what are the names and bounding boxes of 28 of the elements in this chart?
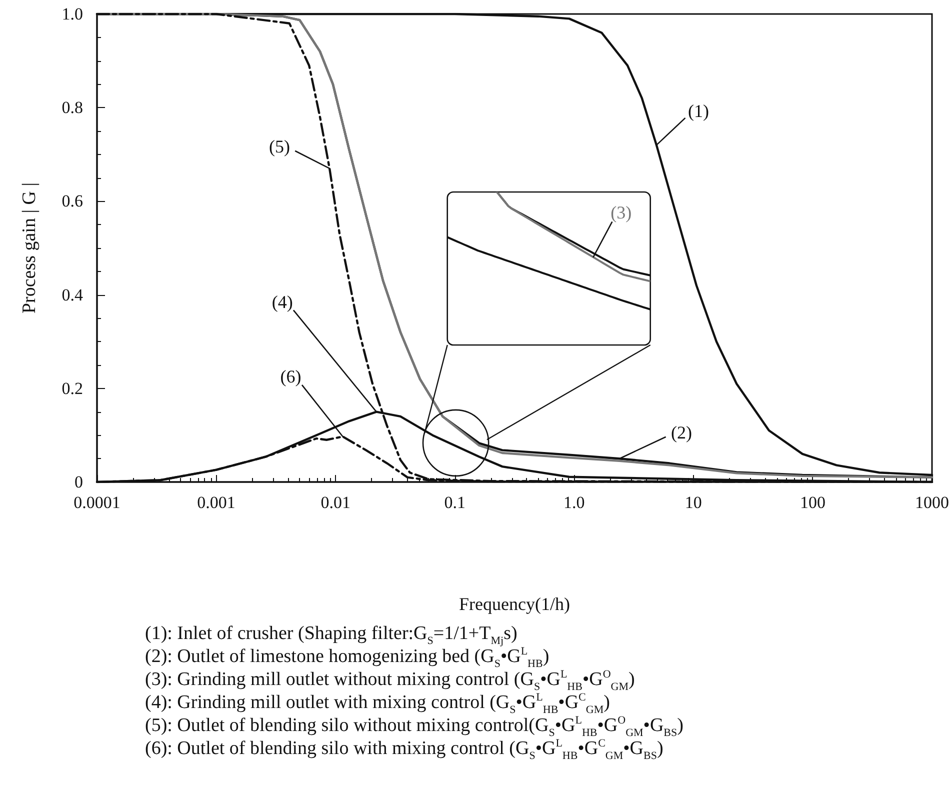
- y-tick-label: 1.0: [62, 4, 83, 24]
- text: (3): [610, 202, 632, 222]
- x-tick-label: 0.001: [197, 493, 236, 512]
- x-tick-label: 10: [684, 493, 702, 512]
- x-tick-label: 0.0001: [74, 493, 120, 512]
- text: (2): Outlet of limestone homogenizing bed (G$_{S}$•G$^{L}$$_{HB}$): [145, 646, 550, 670]
- text: (5): Outlet of blending silo without mixing control(G$_{S}$•G$^{L}$$_{HB}$•G$^{O}$$_{GM}$•G$_{BS}$): [145, 714, 684, 739]
- x-tick-label: 1000: [915, 493, 949, 512]
- text: (1): Inlet of crusher (Shaping filter:G$_{S}$=1/1+T$_{Mj}$s): [145, 622, 518, 647]
- y-tick-label: 0.8: [62, 98, 83, 118]
- text: (1): [688, 101, 709, 122]
- text: (4): [272, 292, 293, 312]
- y-tick-label: 0.6: [62, 192, 83, 211]
- y-tick-label: 0.2: [62, 378, 83, 398]
- text: (3): Grinding mill outlet without mixing control (G$_{S}$•G$^{L}$$_{HB}$•G$^{O}$$_{GM}$): [145, 668, 635, 693]
- y-axis-title: Process gain | G |: [19, 182, 40, 314]
- y-tick-label: 0.4: [62, 285, 84, 304]
- series-label: (2): [670, 422, 692, 443]
- text: (6): Outlet of blending silo with mixing control (G$_{S}$•G$^{L}$$_{HB}$•G$^{C}$$_{GM}$•G$_{BS}$): [145, 738, 664, 762]
- text: (4): Grinding mill outlet with mixing control (G$_{S}$•G$^{L}$$_{HB}$•G$^{C}$$_{GM}$): [145, 692, 610, 716]
- x-tick-label: 1.0: [564, 493, 585, 512]
- x-tick-label: 0.01: [320, 493, 350, 512]
- text: (6): [280, 366, 302, 387]
- y-tick-label: 0: [74, 472, 83, 492]
- x-tick-label: 0.1: [444, 493, 466, 512]
- x-axis-title: Frequency(1/h): [459, 594, 570, 614]
- series-label: (5): [269, 136, 290, 156]
- x-tick-label: 100: [800, 493, 826, 512]
